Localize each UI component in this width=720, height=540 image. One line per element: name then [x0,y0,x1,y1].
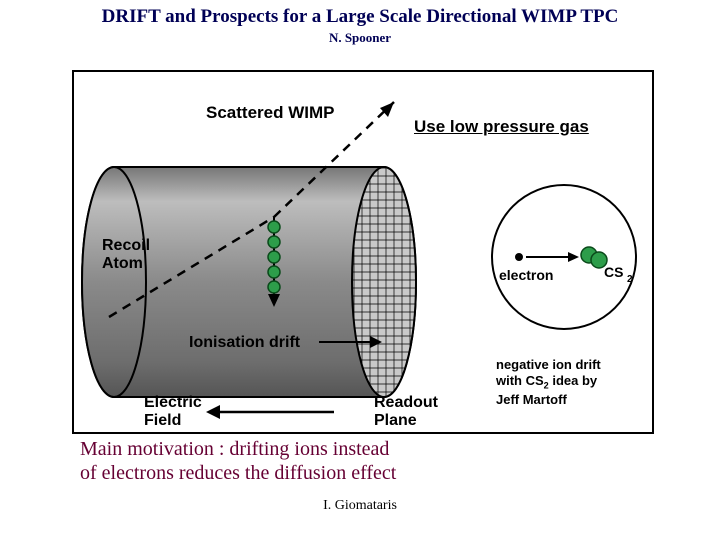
diagram-frame: Scattered WIMP Recoil Atom Ionisation dr… [72,70,654,434]
atom-label: Atom [102,255,143,272]
page-title: DRIFT and Prospects for a Large Scale Di… [0,0,720,28]
electric-label: Electric [144,394,202,411]
cs-sub-label: 2 [627,274,633,285]
negative-ion-annotation: negative ion drift with CS2 idea by Jeff… [492,355,605,410]
motivation-line-1: Main motivation : drifting ions instead [80,437,396,461]
low-pressure-annotation: Use low pressure gas [410,115,593,139]
drift-line-2: with CS2 idea by [496,373,601,392]
author-name: N. Spooner [0,30,720,46]
field-label: Field [144,412,181,429]
cs-label: CS [604,264,623,280]
motivation-text: Main motivation : drifting ions instead … [80,437,396,485]
footer-author: I. Giomataris [0,498,720,514]
scattered-wimp-label: Scattered WIMP [206,103,334,122]
drift-line-3: Jeff Martoff [496,392,601,408]
motivation-line-2: of electrons reduces the diffusion effec… [80,461,396,485]
readout-label: Readout [374,394,439,411]
ionisation-label: Ionisation drift [189,334,301,351]
recoil-label: Recoil [102,237,150,254]
electron-label: electron [499,267,553,283]
plane-label: Plane [374,412,417,429]
drift-line-1: negative ion drift [496,357,601,373]
